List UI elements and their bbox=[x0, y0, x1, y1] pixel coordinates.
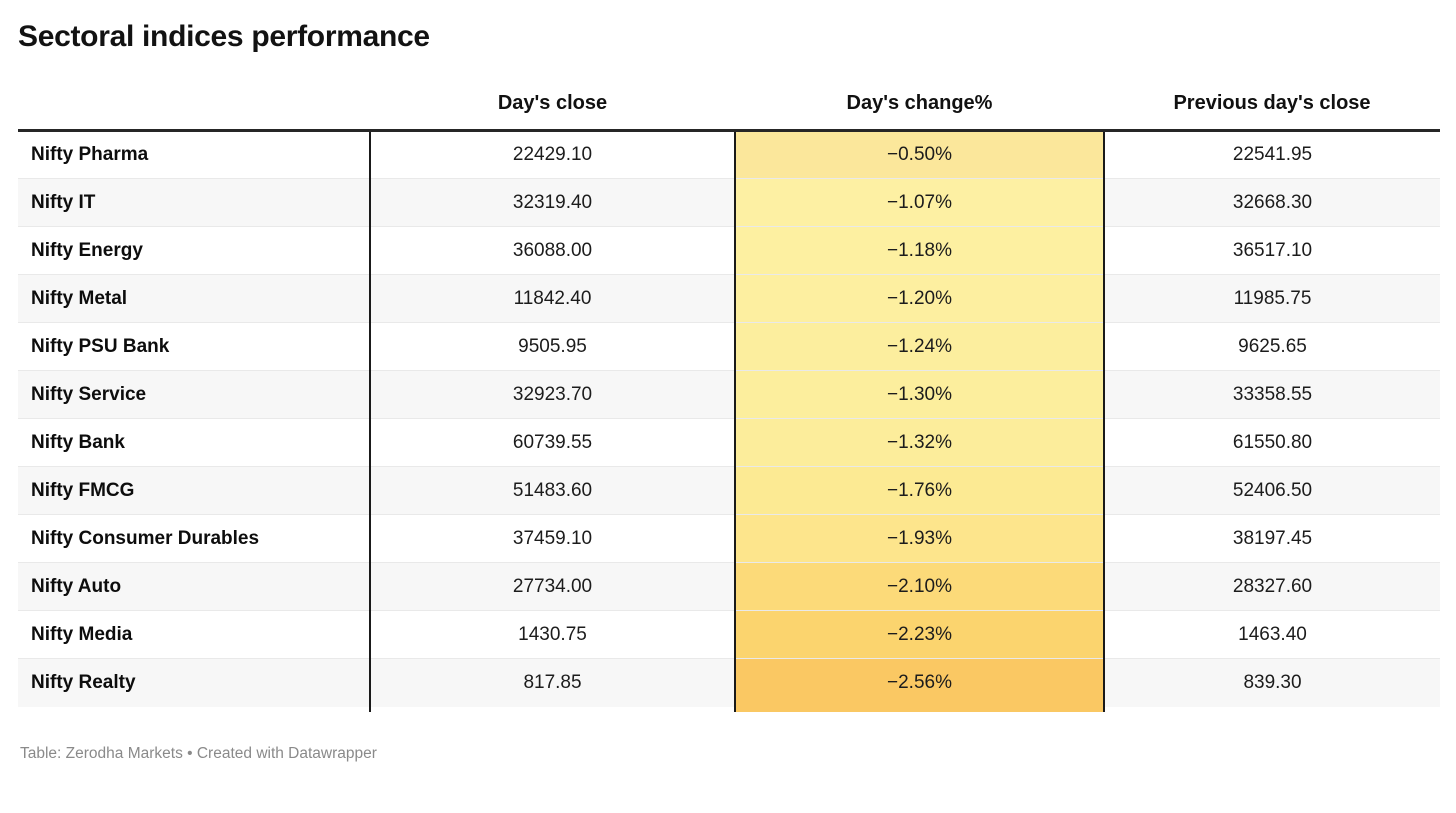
days-change-value: −1.30% bbox=[734, 370, 1105, 419]
days-close-value: 37459.10 bbox=[369, 514, 735, 563]
header-index-name bbox=[18, 56, 370, 132]
days-close-value: 27734.00 bbox=[369, 562, 735, 611]
header-previous-close: Previous day's close bbox=[1104, 56, 1440, 132]
previous-close-value: 32668.30 bbox=[1104, 178, 1440, 227]
days-close-value: 36088.00 bbox=[369, 226, 735, 275]
days-close-value: 817.85 bbox=[369, 658, 735, 707]
days-change-value: −1.24% bbox=[734, 322, 1105, 371]
table-row: Nifty PSU Bank 9505.95 −1.24% 9625.65 bbox=[18, 322, 1440, 371]
previous-close-value: 22541.95 bbox=[1232, 144, 1313, 165]
table-row: Nifty Service 32923.70 −1.30% 33358.55 bbox=[18, 370, 1440, 419]
index-name-label: Nifty Metal bbox=[18, 274, 370, 323]
index-name-label: Nifty Media bbox=[18, 610, 370, 659]
days-change-value: −0.50% bbox=[734, 130, 1105, 179]
days-change-value: −1.76% bbox=[734, 466, 1105, 515]
days-change-value: −2.23% bbox=[734, 610, 1105, 659]
days-close-value: 32319.40 bbox=[369, 178, 735, 227]
datawrapper-table-chart: Sectoral indices performance Day's close… bbox=[18, 20, 1440, 762]
previous-close-value: 38197.45 bbox=[1104, 514, 1440, 563]
days-change-value: −1.93% bbox=[734, 514, 1105, 563]
index-name-label: Nifty Bank bbox=[18, 418, 370, 467]
days-change-value: −1.32% bbox=[734, 418, 1105, 467]
days-close-value: 1430.75 bbox=[369, 610, 735, 659]
index-name-label: Nifty Auto bbox=[18, 562, 370, 611]
table-body: Nifty Pharma 22429.10 −0.50% 22541.95 Ni… bbox=[18, 130, 1440, 707]
days-close-value: 11842.40 bbox=[369, 274, 735, 323]
table-row: Nifty IT 32319.40 −1.07% 32668.30 bbox=[18, 178, 1440, 227]
days-change-value: −1.07% bbox=[734, 178, 1105, 227]
table-row: Nifty Auto 27734.00 −2.10% 28327.60 bbox=[18, 562, 1440, 611]
table-row: Nifty Media 1430.75 −2.23% 1463.40 bbox=[18, 610, 1440, 659]
table-row: Nifty Bank 60739.55 −1.32% 61550.80 bbox=[18, 418, 1440, 467]
days-close-value: 60739.55 bbox=[369, 418, 735, 467]
table-header-row: Day's close Day's change% Previous day's… bbox=[18, 56, 1440, 132]
days-change-value: −1.18% bbox=[734, 226, 1105, 275]
table-row: Nifty Energy 36088.00 −1.18% 36517.10 bbox=[18, 226, 1440, 275]
footer-strip-change-cell bbox=[734, 706, 1105, 712]
index-name-label: Nifty Pharma bbox=[31, 144, 149, 165]
previous-close-value: 52406.50 bbox=[1104, 466, 1440, 515]
footer-strip-close-cell bbox=[369, 706, 735, 712]
previous-close-value: 9625.65 bbox=[1104, 322, 1440, 371]
index-name-label: Nifty FMCG bbox=[18, 466, 370, 515]
index-name-label: Nifty IT bbox=[18, 178, 370, 227]
table-row: Nifty Metal 11842.40 −1.20% 11985.75 bbox=[18, 274, 1440, 323]
sectoral-indices-table: Day's close Day's change% Previous day's… bbox=[18, 56, 1440, 712]
table-row: Nifty Pharma 22429.10 −0.50% 22541.95 bbox=[18, 130, 1440, 179]
index-name-label: Nifty Realty bbox=[18, 658, 370, 707]
previous-close-value: 28327.60 bbox=[1104, 562, 1440, 611]
source-attribution: Table: Zerodha Markets • Created with Da… bbox=[20, 744, 377, 762]
days-close-value: 51483.60 bbox=[369, 466, 735, 515]
days-change-value: −1.20% bbox=[734, 274, 1105, 323]
table-row: Nifty FMCG 51483.60 −1.76% 52406.50 bbox=[18, 466, 1440, 515]
index-name-label: Nifty Consumer Durables bbox=[18, 514, 370, 563]
days-close-value: 32923.70 bbox=[369, 370, 735, 419]
footer-strip-name-cell bbox=[18, 707, 370, 712]
previous-close-value: 839.30 bbox=[1104, 658, 1440, 707]
days-close-value: 9505.95 bbox=[369, 322, 735, 371]
previous-close-value: 36517.10 bbox=[1104, 226, 1440, 275]
header-days-change: Day's change% bbox=[735, 56, 1104, 132]
previous-close-value: 11985.75 bbox=[1104, 274, 1440, 323]
table-row: Nifty Consumer Durables 37459.10 −1.93% … bbox=[18, 514, 1440, 563]
page-title: Sectoral indices performance bbox=[18, 20, 430, 53]
footer-strip-prev-cell bbox=[1104, 707, 1440, 712]
index-name-label: Nifty Energy bbox=[18, 226, 370, 275]
table-row: Nifty Realty 817.85 −2.56% 839.30 bbox=[18, 658, 1440, 707]
index-name-label: Nifty Service bbox=[18, 370, 370, 419]
index-name-label: Nifty PSU Bank bbox=[18, 322, 370, 371]
table-footer-strip bbox=[18, 706, 1440, 712]
days-change-value: −2.56% bbox=[734, 658, 1105, 707]
days-change-value: −2.10% bbox=[734, 562, 1105, 611]
previous-close-value: 1463.40 bbox=[1104, 610, 1440, 659]
header-days-close: Day's close bbox=[370, 56, 735, 132]
previous-close-value: 33358.55 bbox=[1104, 370, 1440, 419]
previous-close-value: 61550.80 bbox=[1104, 418, 1440, 467]
days-close-value: 22429.10 bbox=[369, 130, 735, 179]
